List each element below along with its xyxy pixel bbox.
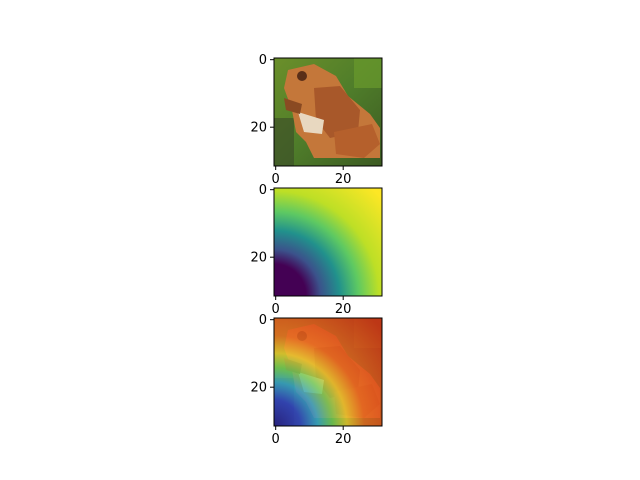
x-tick-label: 20 [335,432,352,447]
axes-frame [273,57,383,167]
x-tick-label: 20 [335,302,352,317]
jet-overlay [274,318,382,426]
axes-frame [273,317,383,427]
y-tick-label: 20 [250,251,267,266]
subplot-frog [273,57,383,167]
x-tick-label: 20 [335,172,352,187]
viridis-heatmap [274,188,382,296]
y-tick-label: 0 [259,313,267,328]
frog-image [274,58,382,166]
y-tick-label: 0 [259,53,267,68]
x-tick-label: 0 [272,302,280,317]
subplot-heatmap [273,187,383,297]
axes-frame [273,187,383,297]
y-tick-label: 20 [250,121,267,136]
x-tick-label: 0 [272,432,280,447]
y-tick-label: 20 [250,381,267,396]
tick-layer: 0 20 0 20 0 20 0 20 0 20 0 20 [250,53,351,447]
y-tick-label: 0 [259,183,267,198]
x-tick-label: 0 [272,172,280,187]
subplot-overlay [273,317,383,427]
